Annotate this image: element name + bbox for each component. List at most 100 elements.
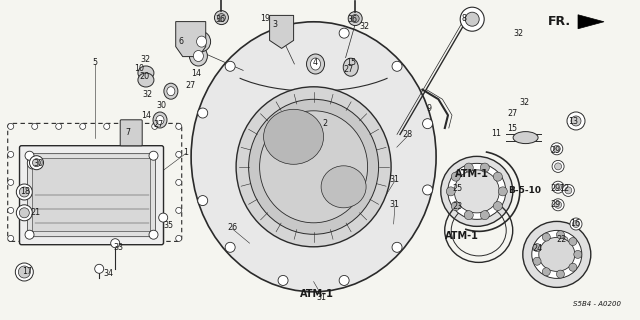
Text: 23: 23: [452, 202, 463, 211]
Text: 3: 3: [273, 20, 278, 28]
Circle shape: [176, 180, 182, 185]
Circle shape: [214, 11, 228, 25]
Text: 19: 19: [260, 14, 271, 23]
FancyBboxPatch shape: [33, 159, 150, 232]
Text: 16: 16: [570, 220, 580, 228]
Circle shape: [25, 230, 34, 239]
Ellipse shape: [138, 73, 154, 87]
Circle shape: [225, 61, 235, 71]
Text: ATM-1: ATM-1: [300, 289, 333, 300]
Circle shape: [351, 15, 359, 23]
Ellipse shape: [260, 111, 367, 223]
Circle shape: [25, 151, 34, 160]
Text: ATM-1: ATM-1: [445, 231, 479, 241]
Text: 27: 27: [185, 81, 195, 90]
Circle shape: [29, 156, 44, 170]
Text: 20: 20: [140, 72, 150, 81]
Ellipse shape: [532, 230, 582, 278]
Text: 31: 31: [390, 200, 400, 209]
Circle shape: [563, 184, 574, 196]
Circle shape: [32, 236, 38, 241]
Text: FR.: FR.: [548, 15, 571, 28]
Circle shape: [460, 7, 484, 31]
Circle shape: [278, 28, 288, 38]
Circle shape: [28, 157, 39, 169]
Circle shape: [8, 180, 13, 185]
Ellipse shape: [236, 87, 391, 247]
Text: 15: 15: [507, 124, 517, 132]
Circle shape: [552, 160, 564, 172]
Circle shape: [80, 124, 86, 129]
Circle shape: [33, 159, 40, 167]
Text: 14: 14: [191, 69, 202, 78]
Circle shape: [542, 233, 550, 241]
Text: 29: 29: [550, 146, 561, 155]
Circle shape: [95, 264, 104, 273]
Text: 25: 25: [452, 184, 463, 193]
FancyBboxPatch shape: [28, 154, 156, 237]
Text: 14: 14: [141, 111, 151, 120]
Text: 34: 34: [104, 269, 114, 278]
Text: S5B4 - A0200: S5B4 - A0200: [573, 301, 621, 307]
Circle shape: [128, 124, 134, 129]
Circle shape: [556, 231, 564, 239]
Text: 31: 31: [317, 293, 327, 302]
Circle shape: [80, 236, 86, 241]
Circle shape: [15, 263, 33, 281]
Circle shape: [56, 236, 61, 241]
Text: 7: 7: [125, 128, 131, 137]
Polygon shape: [176, 22, 205, 57]
Text: 32: 32: [141, 55, 151, 64]
Polygon shape: [269, 15, 294, 48]
Circle shape: [422, 119, 433, 129]
Circle shape: [573, 220, 579, 228]
Text: 17: 17: [22, 268, 33, 276]
Text: 29: 29: [550, 200, 561, 209]
Circle shape: [481, 163, 490, 172]
Circle shape: [569, 237, 577, 245]
Ellipse shape: [441, 156, 513, 226]
Text: ATM-1: ATM-1: [456, 169, 489, 180]
Circle shape: [555, 163, 561, 170]
Circle shape: [465, 12, 479, 26]
Text: 30: 30: [33, 159, 44, 168]
Ellipse shape: [513, 132, 538, 144]
Circle shape: [554, 145, 560, 152]
Ellipse shape: [138, 66, 154, 80]
Circle shape: [542, 268, 550, 276]
Circle shape: [569, 263, 577, 271]
Ellipse shape: [307, 54, 324, 74]
Text: 5: 5: [92, 58, 97, 67]
Circle shape: [149, 151, 158, 160]
Text: 31: 31: [390, 175, 400, 184]
Circle shape: [451, 172, 460, 181]
Circle shape: [198, 108, 208, 118]
Circle shape: [555, 201, 561, 208]
Ellipse shape: [539, 237, 575, 271]
Circle shape: [176, 236, 182, 241]
Text: 33: 33: [113, 244, 124, 252]
Circle shape: [446, 187, 455, 196]
Text: 8: 8: [461, 14, 467, 23]
Circle shape: [533, 257, 541, 265]
Circle shape: [17, 184, 33, 200]
Circle shape: [348, 12, 362, 26]
Circle shape: [19, 208, 29, 218]
Ellipse shape: [156, 116, 164, 124]
Circle shape: [570, 218, 582, 230]
Ellipse shape: [448, 163, 506, 220]
Circle shape: [128, 236, 134, 241]
Ellipse shape: [321, 166, 366, 208]
Circle shape: [552, 199, 564, 211]
Circle shape: [198, 196, 208, 205]
FancyBboxPatch shape: [20, 146, 164, 245]
Circle shape: [559, 234, 570, 246]
Circle shape: [8, 151, 13, 157]
Ellipse shape: [523, 221, 591, 287]
Text: 12: 12: [559, 184, 570, 193]
Ellipse shape: [189, 46, 207, 66]
Text: 32: 32: [142, 90, 152, 99]
Circle shape: [565, 187, 572, 194]
Circle shape: [493, 172, 502, 181]
Ellipse shape: [343, 58, 358, 76]
